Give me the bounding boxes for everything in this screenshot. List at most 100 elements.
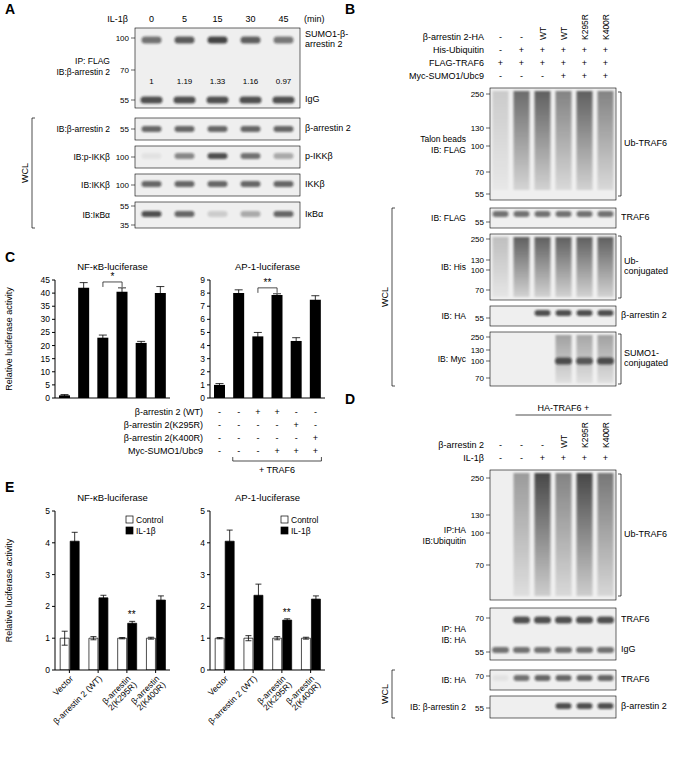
- svg-text:-: -: [499, 71, 502, 81]
- svg-text:1: 1: [45, 633, 50, 643]
- svg-text:4: 4: [45, 538, 50, 548]
- svg-text:HA-TRAF6 +: HA-TRAF6 +: [538, 403, 590, 413]
- svg-text:+: +: [274, 407, 279, 417]
- svg-text:55: 55: [475, 190, 484, 199]
- svg-text:Control: Control: [136, 515, 164, 525]
- svg-text:β-arrestin 2 (WT): β-arrestin 2 (WT): [135, 407, 203, 417]
- svg-text:1: 1: [200, 380, 205, 390]
- svg-text:-: -: [541, 440, 544, 450]
- svg-text:IB:IκBα: IB:IκBα: [82, 210, 110, 220]
- svg-text:100: 100: [116, 34, 130, 43]
- svg-text:130: 130: [471, 511, 485, 520]
- svg-text:2: 2: [200, 601, 205, 611]
- svg-text:70: 70: [475, 561, 484, 570]
- svg-text:β-arrestin2(K295R): β-arrestin2(K295R): [100, 673, 139, 712]
- svg-text:20: 20: [41, 341, 51, 351]
- svg-text:IB: FLAG: IB: FLAG: [431, 145, 466, 155]
- svg-text:-: -: [218, 420, 221, 430]
- svg-text:-: -: [541, 71, 544, 81]
- svg-text:-: -: [237, 433, 240, 443]
- svg-text:100: 100: [471, 357, 485, 366]
- svg-text:45: 45: [41, 275, 51, 285]
- svg-text:AP-1-luciferase: AP-1-luciferase: [235, 261, 300, 272]
- svg-text:+: +: [313, 446, 318, 456]
- svg-text:1.33: 1.33: [210, 77, 226, 86]
- svg-text:E: E: [5, 479, 14, 495]
- svg-text:30: 30: [41, 314, 51, 324]
- svg-text:55: 55: [120, 96, 129, 105]
- svg-text:+: +: [582, 58, 587, 68]
- svg-text:0: 0: [45, 393, 50, 402]
- svg-text:-: -: [276, 420, 279, 430]
- svg-text:**: **: [283, 607, 291, 618]
- svg-text:+: +: [519, 45, 524, 55]
- svg-text:5: 5: [200, 506, 205, 516]
- svg-text:70: 70: [475, 614, 484, 623]
- svg-text:-: -: [314, 407, 317, 417]
- svg-text:Relative luciferase activity: Relative luciferase activity: [4, 538, 14, 642]
- svg-text:0.97: 0.97: [276, 77, 292, 86]
- svg-text:-: -: [499, 440, 502, 450]
- svg-text:2: 2: [45, 601, 50, 611]
- svg-text:15: 15: [41, 354, 51, 364]
- svg-text:AP-1-luciferase: AP-1-luciferase: [235, 492, 300, 503]
- svg-text:IP:HA: IP:HA: [444, 525, 467, 535]
- svg-text:IB: β-arrestin 2: IB: β-arrestin 2: [410, 702, 466, 712]
- svg-text:-: -: [314, 420, 317, 430]
- svg-text:K295R: K295R: [580, 422, 590, 448]
- svg-text:70: 70: [475, 286, 484, 295]
- svg-text:β-arrestin 2(K295R): β-arrestin 2(K295R): [124, 420, 203, 430]
- svg-text:B: B: [345, 1, 355, 17]
- svg-text:2: 2: [200, 367, 205, 377]
- svg-text:+: +: [519, 58, 524, 68]
- svg-text:55: 55: [475, 314, 484, 323]
- svg-text:β-arrestin 2(K400R): β-arrestin 2(K400R): [124, 433, 203, 443]
- svg-text:5: 5: [182, 14, 187, 24]
- svg-text:IB: FLAG: IB: FLAG: [431, 213, 466, 223]
- svg-text:IB:β-arrestin 2: IB:β-arrestin 2: [56, 124, 110, 134]
- svg-text:8: 8: [200, 288, 205, 298]
- svg-text:IP: HA: IP: HA: [441, 624, 466, 634]
- svg-text:3: 3: [45, 570, 50, 580]
- svg-text:IL-1β: IL-1β: [463, 453, 484, 463]
- svg-text:IB:IKKβ: IB:IKKβ: [81, 180, 110, 190]
- svg-text:Relative luciferase activity: Relative luciferase activity: [4, 287, 14, 391]
- svg-text:+: +: [561, 453, 566, 463]
- svg-text:70: 70: [475, 168, 484, 177]
- svg-text:NF-κB-luciferase: NF-κB-luciferase: [77, 492, 148, 503]
- svg-text:WT: WT: [559, 435, 569, 448]
- svg-text:IB: HA: IB: HA: [441, 311, 466, 321]
- svg-text:0: 0: [200, 393, 205, 402]
- svg-text:+: +: [603, 58, 608, 68]
- svg-text:D: D: [345, 391, 355, 407]
- svg-text:β-arrestin 2-HA: β-arrestin 2-HA: [423, 32, 484, 42]
- svg-text:-: -: [520, 440, 523, 450]
- svg-text:WT: WT: [538, 27, 548, 40]
- svg-text:-: -: [499, 45, 502, 55]
- svg-text:+: +: [561, 45, 566, 55]
- svg-text:0: 0: [200, 665, 205, 675]
- svg-text:β-arrestin2(K400R): β-arrestin2(K400R): [129, 673, 168, 712]
- svg-text:IB: HA: IB: HA: [441, 675, 466, 685]
- svg-text:Vector: Vector: [206, 673, 230, 697]
- svg-text:130: 130: [471, 256, 485, 265]
- svg-text:-: -: [218, 407, 221, 417]
- svg-text:β-arrestin 2: β-arrestin 2: [438, 440, 484, 450]
- svg-text:4: 4: [200, 538, 205, 548]
- svg-text:A: A: [5, 1, 15, 17]
- svg-text:4: 4: [200, 341, 205, 351]
- svg-text:-: -: [237, 407, 240, 417]
- svg-text:β-arrestin 2 (WT): β-arrestin 2 (WT): [206, 673, 259, 726]
- svg-text:**: **: [264, 277, 272, 288]
- svg-text:-: -: [218, 446, 221, 456]
- svg-text:IL-1β: IL-1β: [107, 14, 128, 24]
- svg-text:+: +: [603, 453, 608, 463]
- svg-text:250: 250: [471, 90, 485, 99]
- svg-text:70: 70: [475, 374, 484, 383]
- svg-text:3: 3: [200, 354, 205, 364]
- svg-text:K400R: K400R: [601, 422, 611, 448]
- svg-text:-: -: [276, 433, 279, 443]
- svg-text:-: -: [237, 420, 240, 430]
- svg-text:+: +: [603, 45, 608, 55]
- svg-text:*: *: [111, 271, 115, 282]
